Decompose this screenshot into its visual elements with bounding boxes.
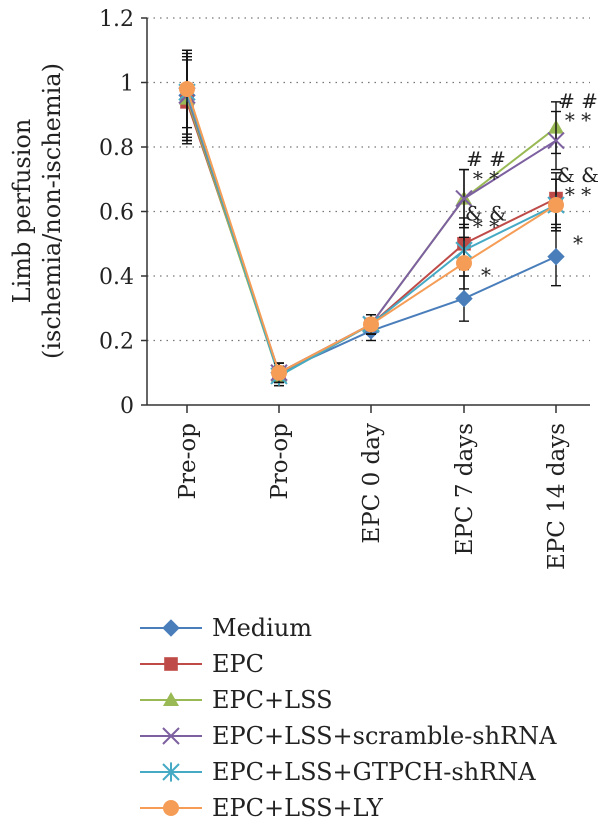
series-group	[178, 49, 565, 387]
y-tick-label: 1.2	[99, 7, 134, 32]
legend-item: EPC	[140, 650, 264, 678]
data-point	[455, 189, 473, 208]
y-axis-label: Limb perfusion	[8, 119, 36, 304]
data-point	[162, 727, 180, 745]
significance-mark: & &	[465, 202, 507, 226]
significance-mark: * *	[565, 108, 591, 132]
marker-stroke	[162, 727, 180, 745]
x-tick-label: Pro-op	[267, 423, 293, 500]
x-tick-label: Pre-op	[175, 423, 201, 499]
x-tick-label: EPC 14 days	[544, 423, 570, 570]
data-point	[162, 762, 180, 782]
data-point	[164, 657, 178, 671]
significance-mark: * *	[473, 166, 499, 190]
legend-label: EPC+LSS+GTPCH-shRNA	[212, 758, 536, 786]
significance-mark: * *	[565, 182, 591, 206]
legend-label: EPC+LSS	[212, 686, 333, 714]
legend-label: EPC	[212, 650, 264, 678]
significance-mark: # #	[558, 89, 598, 113]
marker-stroke	[455, 189, 473, 208]
data-point	[363, 316, 379, 333]
significance-mark: # #	[466, 147, 506, 171]
y-tick-label: 0	[120, 394, 134, 419]
legend-label: Medium	[212, 614, 312, 642]
series-epc-lss-ly	[179, 49, 564, 384]
data-point	[455, 289, 473, 308]
legend-item: EPC+LSS+scramble-shRNA	[140, 722, 557, 750]
y-tick-label: 1	[120, 72, 134, 97]
y-tick-label: 0.4	[99, 265, 134, 290]
significance-mark: *	[481, 263, 491, 287]
data-point	[456, 255, 472, 272]
data-point	[163, 692, 179, 706]
y-tick-label: 0.8	[99, 136, 134, 161]
legend-label: EPC+LSS+scramble-shRNA	[212, 722, 557, 750]
y-tick-label: 0.2	[99, 330, 134, 355]
significance-annotations: # #* *& &* **# #* *& &* **	[465, 89, 599, 287]
data-point	[162, 619, 180, 637]
legend-label: EPC+LSS+LY	[212, 794, 384, 822]
legend-item: EPC+LSS	[140, 686, 333, 714]
data-point	[548, 197, 564, 214]
data-point	[547, 131, 565, 150]
legend: Medium EPC EPC+LSS EPC+LSS+scramble-shRNA EP…	[140, 614, 557, 822]
data-point	[547, 247, 565, 266]
y-tick-label: 0.6	[99, 201, 134, 226]
significance-mark: & &	[557, 163, 599, 187]
data-point	[163, 800, 179, 816]
data-point	[179, 80, 195, 97]
marker-stroke	[547, 131, 565, 150]
y-axis-sublabel: (ischemia/non-ischemia)	[38, 63, 66, 359]
legend-item: EPC+LSS+LY	[140, 794, 384, 822]
x-tick-label: EPC 7 days	[452, 423, 478, 555]
x-ticks: Pre-op Pro-op EPC 0 day EPC 7 days EPC 14 da…	[175, 405, 570, 570]
y-ticks: 0 0.2 0.4 0.6 0.8 1 1.2	[99, 7, 147, 419]
legend-item: Medium	[140, 614, 312, 642]
legend-item: EPC+LSS+GTPCH-shRNA	[140, 758, 536, 786]
significance-mark: *	[573, 231, 583, 255]
data-point	[271, 364, 287, 381]
significance-mark: * *	[473, 215, 499, 239]
x-tick-label: EPC 0 day	[359, 423, 385, 544]
